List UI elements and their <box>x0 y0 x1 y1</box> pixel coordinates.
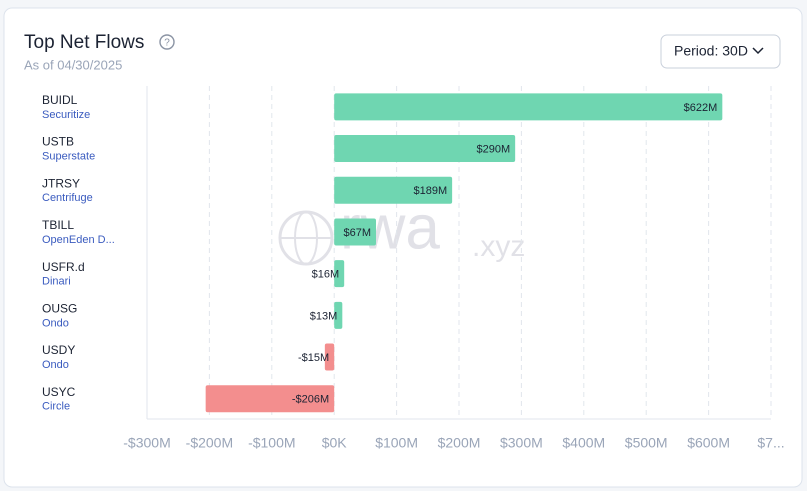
chart-subtitle: As of 04/30/2025 <box>24 57 122 72</box>
chart-title: Top Net Flows <box>24 32 144 53</box>
category-label: JTRSY <box>42 176 80 190</box>
bar <box>334 93 723 121</box>
x-tick-label: -$100M <box>248 435 295 451</box>
issuer-label: Ondo <box>42 317 69 329</box>
category-label: USDY <box>42 343 75 357</box>
category-label: USTB <box>42 135 74 149</box>
x-tick-label: $400M <box>562 435 605 451</box>
bar <box>324 343 335 371</box>
help-icon-glyph: ? <box>164 38 170 49</box>
issuer-label: Securitize <box>42 109 90 121</box>
x-tick-label: $300M <box>500 435 543 451</box>
x-tick-label: $100M <box>375 435 418 451</box>
value-label: -$15M <box>298 352 329 364</box>
bar <box>205 385 335 413</box>
x-tick-label: $600M <box>687 435 730 451</box>
issuer-label: Ondo <box>42 359 69 371</box>
value-label: $13M <box>310 310 338 322</box>
category-label: BUIDL <box>42 93 78 107</box>
category-label: USFR.d <box>42 260 85 274</box>
x-tick-label: -$200M <box>186 435 233 451</box>
category-label: TBILL <box>42 218 74 232</box>
category-label: USYC <box>42 385 76 399</box>
issuer-label: Circle <box>42 401 70 413</box>
card <box>3 7 803 488</box>
x-tick-label: $7... <box>757 435 784 451</box>
value-label: $290M <box>477 143 511 155</box>
bar <box>334 301 343 329</box>
issuer-label: Dinari <box>42 276 71 288</box>
value-label: $189M <box>413 185 447 197</box>
value-label: -$206M <box>292 394 329 406</box>
x-tick-label: $0K <box>322 435 348 451</box>
x-tick-label: $200M <box>438 435 481 451</box>
help-icon[interactable] <box>159 34 175 50</box>
watermark-globe <box>294 211 318 265</box>
value-label: $622M <box>684 102 718 114</box>
chevron <box>752 47 764 55</box>
bar <box>334 260 345 288</box>
watermark-text: .xyz <box>472 230 525 263</box>
x-tick-label: $500M <box>625 435 668 451</box>
value-label: $16M <box>312 269 340 281</box>
issuer-label: Superstate <box>42 150 95 162</box>
x-tick-label: -$300M <box>123 435 170 451</box>
issuer-label: Centrifuge <box>42 192 93 204</box>
issuer-label: OpenEden D... <box>42 234 115 246</box>
value-label: $67M <box>343 227 371 239</box>
period-button[interactable] <box>660 34 781 69</box>
bar <box>334 135 516 163</box>
bar <box>334 218 377 246</box>
watermark-globe <box>278 210 334 266</box>
bar <box>334 176 453 204</box>
period-button-label: Period: 30D <box>674 43 748 59</box>
category-label: OUSG <box>42 302 77 316</box>
